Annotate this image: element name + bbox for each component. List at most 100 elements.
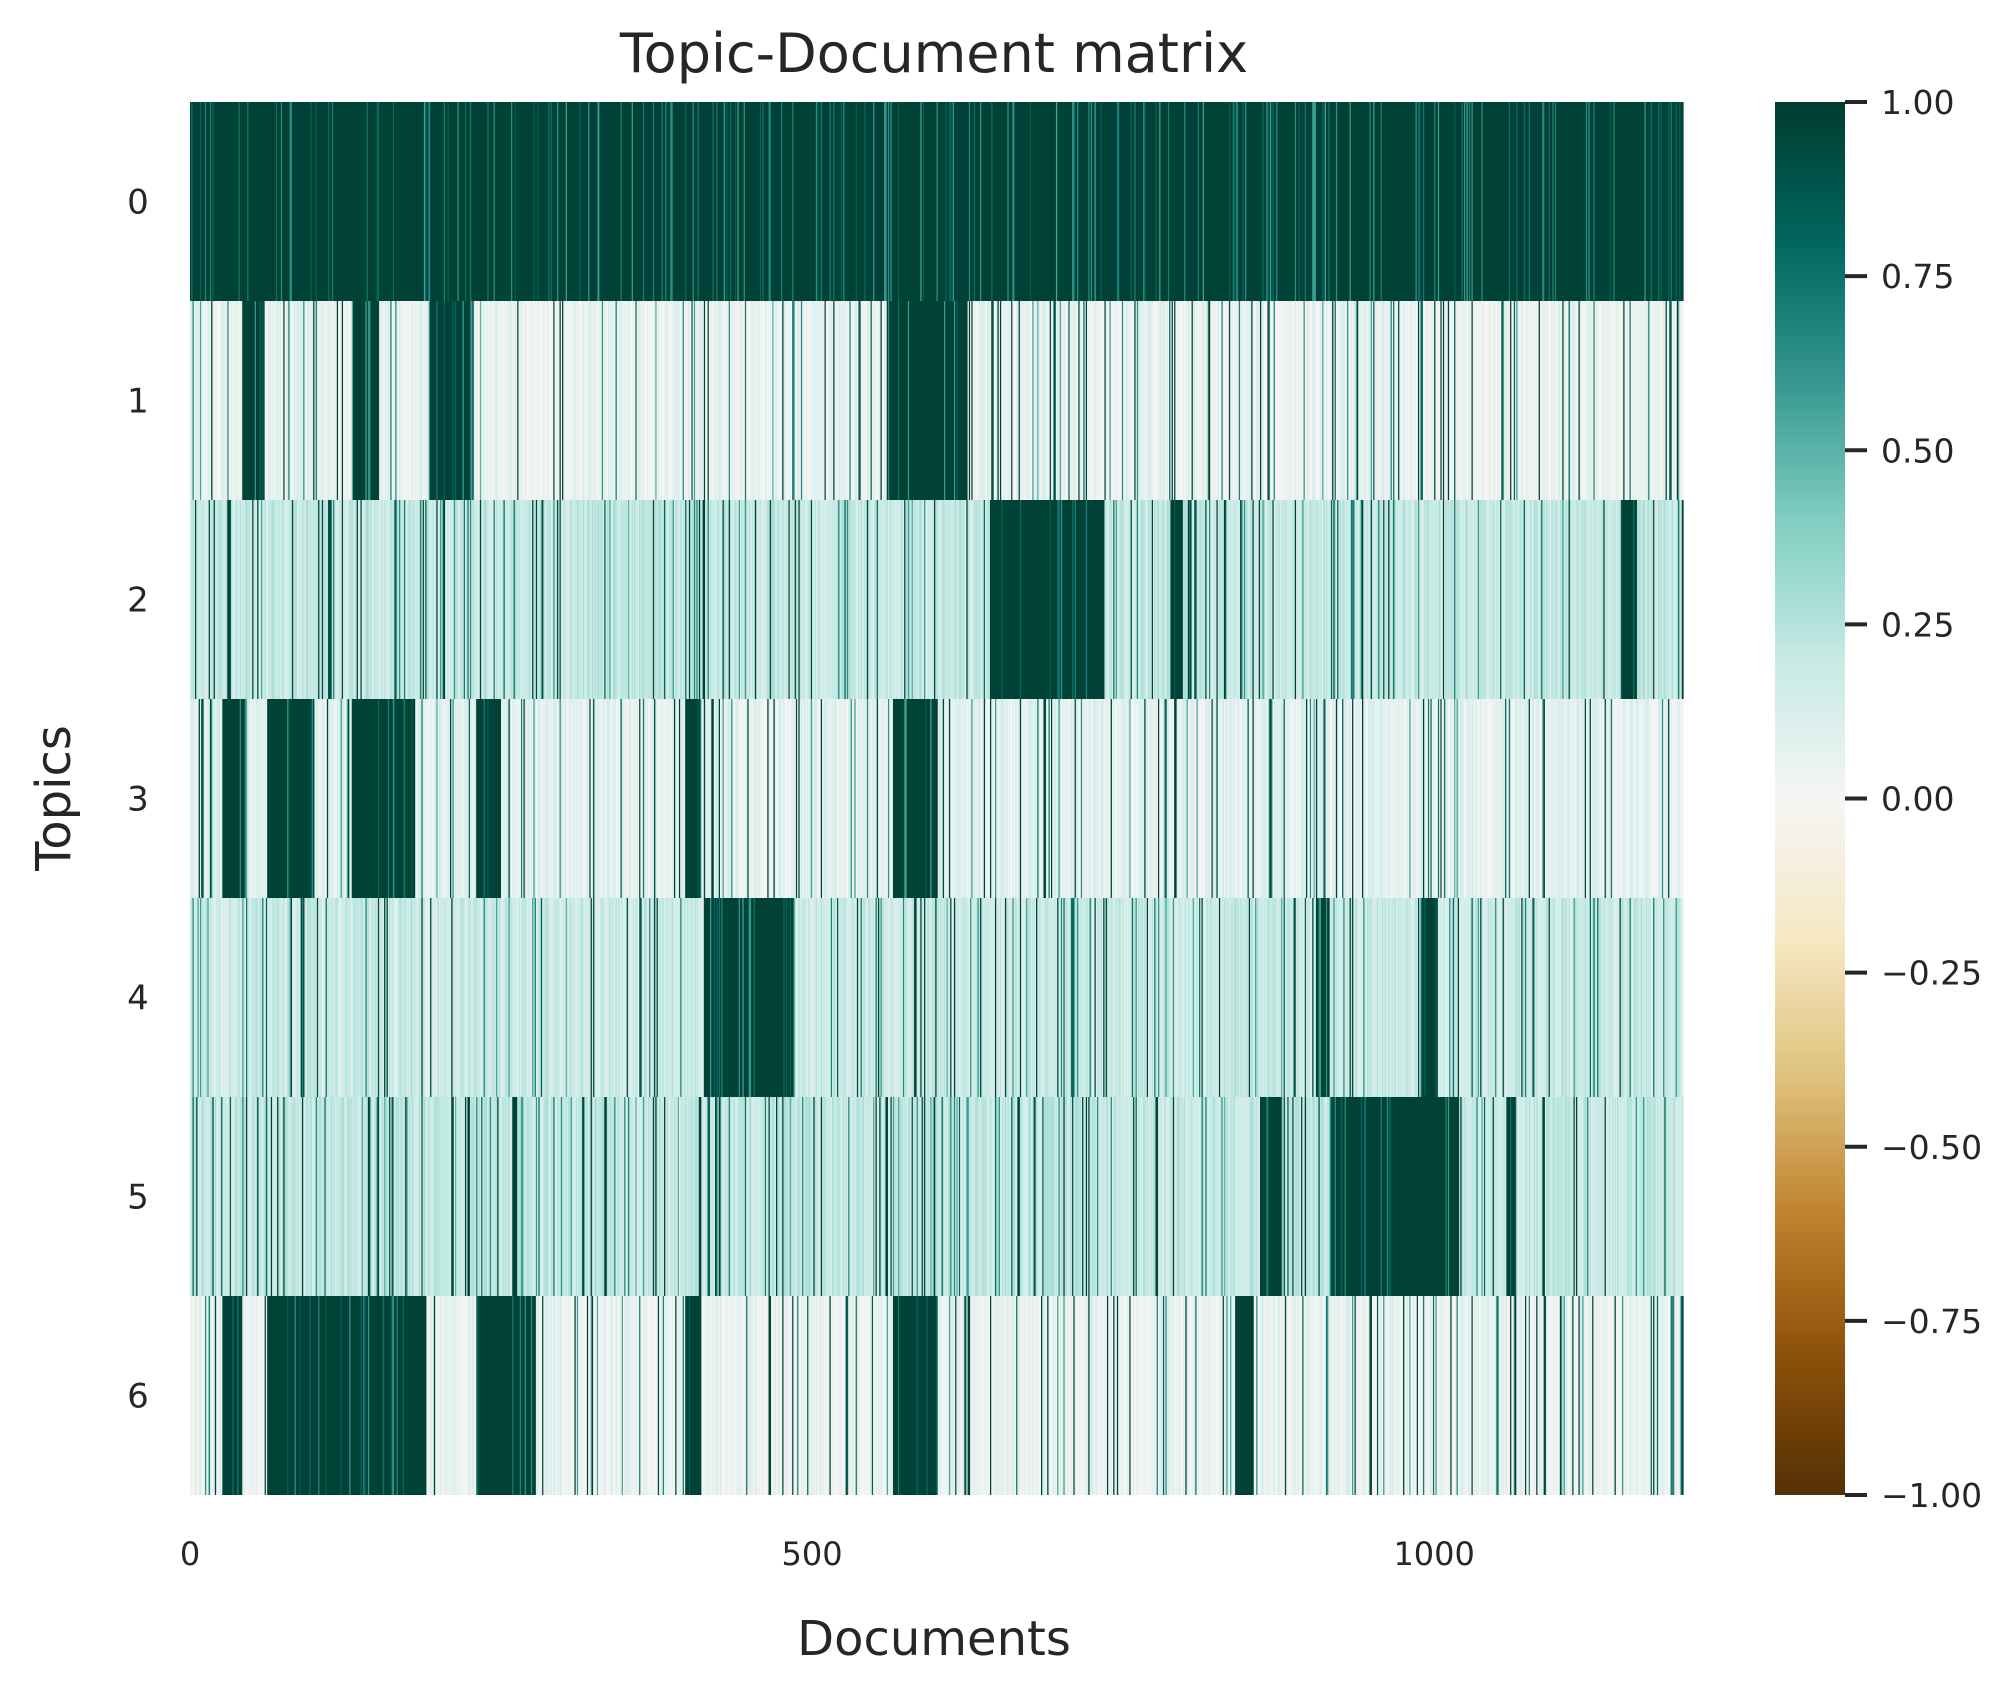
heatmap-cell xyxy=(387,898,390,1097)
heatmap-cell xyxy=(1252,699,1255,898)
heatmap-cell xyxy=(370,500,373,699)
heatmap-cell xyxy=(272,699,274,898)
heatmap-cell xyxy=(346,898,349,1097)
heatmap-cell xyxy=(381,500,384,699)
heatmap-cell xyxy=(1488,301,1491,500)
heatmap-cell xyxy=(1515,301,1517,500)
heatmap-cell xyxy=(1257,500,1260,699)
heatmap-cell xyxy=(517,500,520,699)
heatmap-cell xyxy=(1157,500,1160,699)
heatmap-cell xyxy=(319,699,322,898)
heatmap-cell xyxy=(1335,500,1338,699)
heatmap-cell xyxy=(1492,301,1495,500)
heatmap-cell xyxy=(502,102,505,301)
heatmap-cell xyxy=(1681,102,1684,301)
heatmap-cell xyxy=(1554,500,1557,699)
heatmap-cell xyxy=(425,301,427,500)
heatmap-cell xyxy=(1237,301,1240,500)
heatmap-cell xyxy=(538,699,541,898)
heatmap-cell xyxy=(907,301,910,500)
heatmap-cell xyxy=(1028,301,1031,500)
heatmap-cell xyxy=(1416,301,1419,500)
heatmap-cell xyxy=(1605,500,1608,699)
heatmap-cell xyxy=(1088,301,1091,500)
heatmap-cell xyxy=(622,102,625,301)
heatmap-cell xyxy=(478,500,481,699)
heatmap-cell xyxy=(788,102,791,301)
heatmap-cell xyxy=(502,301,505,500)
heatmap-cell xyxy=(191,301,194,500)
heatmap-cell xyxy=(1144,102,1147,301)
heatmap-cell xyxy=(645,699,648,898)
heatmap-cell xyxy=(456,500,459,699)
heatmap-cell xyxy=(585,500,588,699)
heatmap-cell xyxy=(1206,699,1209,898)
heatmap-cell xyxy=(678,500,681,699)
heatmap-cell xyxy=(1054,301,1057,500)
heatmap-cell xyxy=(627,699,630,898)
heatmap-cell xyxy=(783,102,786,301)
heatmap-cell xyxy=(596,102,599,301)
heatmap-cell xyxy=(1610,500,1613,699)
heatmap-cell xyxy=(1318,301,1321,500)
heatmap-cell xyxy=(433,699,436,898)
heatmap-cell xyxy=(1057,699,1060,898)
heatmap-cell xyxy=(250,898,253,1097)
heatmap-cell xyxy=(1467,301,1470,500)
heatmap-cell xyxy=(514,699,517,898)
heatmap-cell xyxy=(199,102,202,301)
heatmap-cell xyxy=(279,102,282,301)
heatmap-cell xyxy=(975,699,977,898)
heatmap-cell xyxy=(290,301,293,500)
heatmap-cell xyxy=(1243,102,1246,301)
heatmap-cell xyxy=(264,699,267,898)
heatmap-cell xyxy=(693,699,696,898)
heatmap-cell xyxy=(1144,500,1147,699)
heatmap-cell xyxy=(1679,500,1682,699)
heatmap-cell xyxy=(1059,699,1062,898)
heatmap-cell xyxy=(218,699,221,898)
heatmap-cell xyxy=(328,898,330,1097)
heatmap-cell xyxy=(1513,699,1516,898)
heatmap-cell xyxy=(978,699,981,898)
heatmap-cell xyxy=(1052,102,1055,301)
heatmap-cell xyxy=(1078,500,1081,699)
heatmap-cell xyxy=(1155,699,1158,898)
heatmap-cell xyxy=(1281,102,1283,301)
heatmap-cell xyxy=(558,500,561,699)
heatmap-cell xyxy=(565,301,568,500)
heatmap-cell xyxy=(798,500,801,699)
heatmap-cell xyxy=(779,699,782,898)
heatmap-cell xyxy=(869,500,872,699)
heatmap-cell xyxy=(1223,699,1226,898)
heatmap-cell xyxy=(718,500,721,699)
heatmap-cell xyxy=(854,102,857,301)
heatmap-cell xyxy=(486,500,488,699)
heatmap-cell xyxy=(1670,500,1673,699)
heatmap-cell xyxy=(212,102,215,301)
heatmap-cell xyxy=(902,102,905,301)
heatmap-cell xyxy=(340,102,343,301)
heatmap-cell xyxy=(1121,102,1124,301)
heatmap-cell xyxy=(761,301,763,500)
heatmap-cell xyxy=(344,699,347,898)
heatmap-cell xyxy=(193,699,196,898)
heatmap-cell xyxy=(600,301,603,500)
heatmap-cell xyxy=(1429,301,1432,500)
heatmap-cell xyxy=(496,699,498,898)
heatmap-cell xyxy=(483,102,486,301)
heatmap-cell xyxy=(980,500,982,699)
heatmap-cell xyxy=(1095,102,1098,301)
heatmap-cell xyxy=(1218,102,1221,301)
heatmap-cell xyxy=(1569,699,1572,898)
heatmap-cell xyxy=(849,500,852,699)
heatmap-cell xyxy=(1460,699,1463,898)
heatmap-cell xyxy=(1182,301,1185,500)
heatmap-cell xyxy=(677,102,680,301)
heatmap-cell xyxy=(535,301,538,500)
heatmap-cell xyxy=(285,699,288,898)
heatmap-cell xyxy=(1653,500,1655,699)
heatmap-cell xyxy=(232,898,235,1097)
heatmap-cell xyxy=(1451,500,1454,699)
heatmap-cell xyxy=(1450,699,1453,898)
